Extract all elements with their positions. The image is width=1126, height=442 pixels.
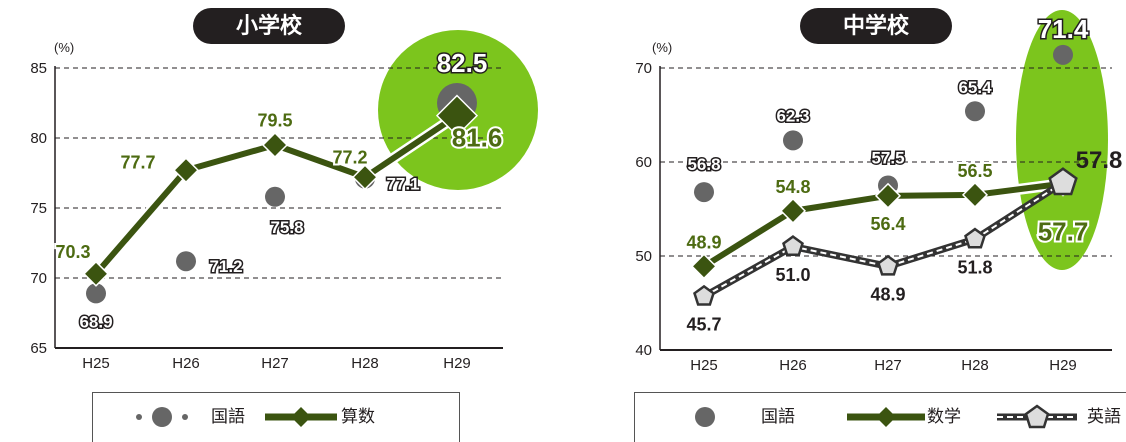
highlight-H29 bbox=[1016, 10, 1108, 270]
english-point bbox=[693, 284, 715, 306]
y-tick-label: 85 bbox=[30, 60, 47, 77]
x-tick-label: H26 bbox=[172, 355, 200, 372]
math-point bbox=[261, 131, 289, 159]
math-data-label: 48.9 bbox=[686, 233, 721, 253]
y-tick-label: 75 bbox=[30, 200, 47, 217]
japanese-data-label: 56.8 bbox=[687, 155, 720, 174]
english-data-label: 51.8 bbox=[957, 257, 992, 277]
english-point bbox=[1048, 167, 1078, 196]
japanese-point bbox=[694, 182, 714, 203]
y-tick-label: 70 bbox=[30, 270, 47, 287]
japanese-point bbox=[965, 101, 985, 122]
x-tick-label: H28 bbox=[961, 357, 989, 374]
legend-japanese-label-right: 国語 bbox=[761, 407, 795, 426]
math-data-label: 70.3 bbox=[55, 242, 90, 262]
math-data-label: 77.2 bbox=[332, 148, 367, 168]
japanese-data-label: 68.9 bbox=[79, 312, 112, 331]
junior-high-plot: 40 50 60 70 H25 H26 H27 H28 H29 56.8 62.3 57.5 65.4 7… bbox=[635, 10, 1123, 374]
math-point bbox=[690, 253, 718, 280]
math-point bbox=[779, 197, 807, 224]
english-data-label: 57.8 bbox=[1076, 147, 1123, 174]
japanese-point bbox=[265, 186, 285, 207]
elementary-chart: 小学校 (%) 65 70 75 80 85 H25 H26 H27 H28 H29 68.9 71.… bbox=[0, 0, 560, 442]
japanese-data-label: 62.3 bbox=[776, 106, 809, 125]
elementary-legend: 国語 算数 bbox=[92, 392, 460, 442]
japanese-point bbox=[176, 251, 196, 272]
math-data-label: 56.4 bbox=[870, 214, 905, 234]
japanese-data-label: 71.4 bbox=[1038, 14, 1089, 44]
english-line-dash bbox=[703, 181, 1064, 298]
x-tick-label: H26 bbox=[779, 357, 807, 374]
y-tick-label: 60 bbox=[635, 154, 652, 171]
japanese-data-label: 77.1 bbox=[386, 175, 419, 194]
legend-right-swatches bbox=[695, 404, 1077, 429]
japanese-data-label: 71.2 bbox=[209, 257, 242, 276]
english-data-label: 48.9 bbox=[870, 285, 905, 305]
x-tick-label: H29 bbox=[443, 355, 471, 372]
legend-math-label: 算数 bbox=[341, 407, 375, 426]
y-tick-label: 65 bbox=[30, 340, 47, 357]
y-tick-label: 50 bbox=[635, 248, 652, 265]
math-data-label: 54.8 bbox=[775, 177, 810, 197]
x-tick-label: H25 bbox=[690, 357, 718, 374]
x-tick-label: H27 bbox=[874, 357, 902, 374]
math-data-label: 56.5 bbox=[957, 161, 992, 181]
junior-high-title-pill: 中学校 bbox=[800, 8, 952, 44]
japanese-data-label: 82.5 bbox=[437, 48, 488, 78]
math-data-label: 77.7 bbox=[120, 153, 155, 173]
legend-english-label-right: 英語 bbox=[1087, 407, 1121, 426]
english-data-label: 51.0 bbox=[775, 265, 810, 285]
x-tick-label: H25 bbox=[82, 355, 110, 372]
japanese-data-label: 57.5 bbox=[871, 148, 904, 167]
junior-high-legend: 国語 数学 英語 bbox=[634, 392, 1126, 442]
junior-high-unit-label: (%) bbox=[652, 40, 673, 55]
japanese-point bbox=[1053, 44, 1073, 65]
math-point bbox=[961, 181, 989, 208]
english-point bbox=[964, 227, 986, 249]
elementary-plot: 65 70 75 80 85 H25 H26 H27 H28 H29 68.9 71.2 75.8 77.… bbox=[30, 30, 538, 372]
math-point bbox=[351, 164, 379, 191]
japanese-data-label: 75.8 bbox=[270, 218, 303, 237]
math-point bbox=[874, 182, 902, 209]
y-tick-label: 70 bbox=[635, 60, 652, 77]
junior-high-chart: 中学校 (%) 40 50 60 70 H25 H26 H27 H28 H29 56.8 62.3 5… bbox=[600, 0, 1126, 442]
math-point bbox=[172, 157, 200, 184]
x-tick-label: H27 bbox=[261, 355, 289, 372]
elementary-title-pill: 小学校 bbox=[193, 8, 345, 44]
math-data-label: 81.6 bbox=[452, 123, 503, 153]
y-tick-label: 40 bbox=[635, 342, 652, 359]
english-point bbox=[877, 254, 899, 276]
math-point bbox=[435, 94, 479, 137]
x-tick-label: H29 bbox=[1049, 357, 1077, 374]
math-point bbox=[82, 260, 110, 287]
x-tick-label: H28 bbox=[351, 355, 379, 372]
legend-math-label-right: 数学 bbox=[927, 407, 961, 426]
japanese-point bbox=[783, 130, 803, 151]
math-data-label: 57.7 bbox=[1038, 217, 1089, 247]
japanese-point bbox=[86, 283, 106, 304]
legend-japanese-swatch bbox=[136, 407, 337, 427]
legend-japanese-label: 国語 bbox=[211, 407, 245, 426]
elementary-unit-label: (%) bbox=[54, 40, 75, 55]
math-data-label: 79.5 bbox=[257, 110, 292, 130]
japanese-data-label: 65.4 bbox=[958, 78, 992, 97]
english-point bbox=[782, 235, 804, 256]
english-data-label: 45.7 bbox=[686, 315, 721, 335]
y-tick-label: 80 bbox=[30, 130, 47, 147]
